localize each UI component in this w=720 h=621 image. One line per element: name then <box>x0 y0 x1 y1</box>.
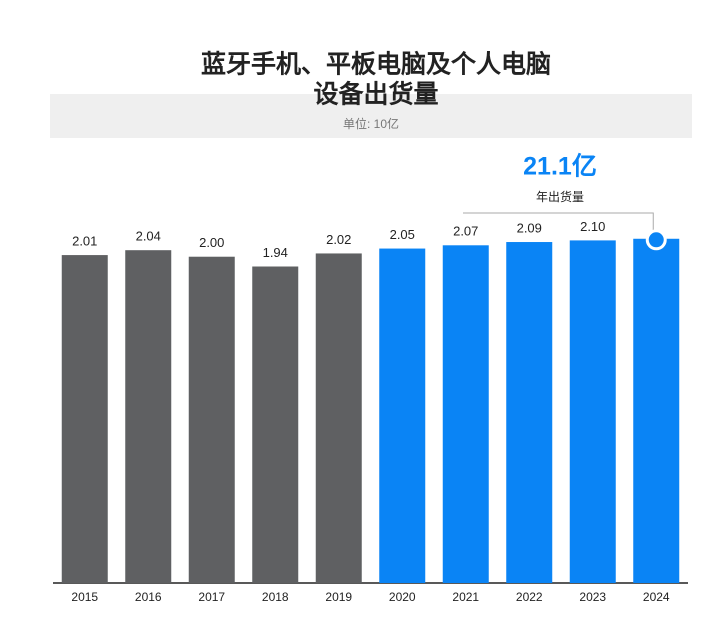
chart-title: 设备出货量 <box>313 80 438 109</box>
x-tick-label: 2019 <box>325 590 352 604</box>
x-tick-label: 2017 <box>198 590 225 604</box>
chart-title: 蓝牙手机、平板电脑及个人电脑 <box>201 50 551 79</box>
bar <box>61 255 108 583</box>
bar <box>379 248 426 584</box>
value-label: 2.09 <box>517 220 542 235</box>
highlight-dot <box>645 229 667 251</box>
value-label: 2.01 <box>72 234 97 249</box>
chart-subtitle: 单位: 10亿 <box>343 116 399 131</box>
x-tick-label: 2018 <box>262 590 289 604</box>
title-band <box>50 94 692 138</box>
value-label: 2.02 <box>326 232 351 247</box>
value-label: 2.10 <box>580 219 605 234</box>
x-tick-label: 2024 <box>643 590 670 604</box>
x-tick-label: 2015 <box>71 590 98 604</box>
bar <box>315 253 362 584</box>
bar <box>569 240 616 583</box>
bar <box>633 238 680 584</box>
x-tick-label: 2022 <box>516 590 543 604</box>
value-label: 21.1亿 <box>523 153 597 181</box>
x-tick-label: 2023 <box>579 590 606 604</box>
bar <box>188 256 235 583</box>
value-label: 1.94 <box>263 245 288 260</box>
annotation-bracket <box>463 212 654 231</box>
bar <box>125 250 172 583</box>
x-tick-label: 2020 <box>389 590 416 604</box>
bar <box>506 242 553 583</box>
value-label: 2.04 <box>136 229 161 244</box>
x-tick-label: 2021 <box>452 590 479 604</box>
value-label: 2.05 <box>390 227 415 242</box>
value-label: 2.00 <box>199 235 224 250</box>
annotation: 年出货量 <box>536 189 584 204</box>
bar <box>442 245 489 583</box>
bar <box>252 266 299 583</box>
x-tick-label: 2016 <box>135 590 162 604</box>
value-label: 2.07 <box>453 224 478 239</box>
